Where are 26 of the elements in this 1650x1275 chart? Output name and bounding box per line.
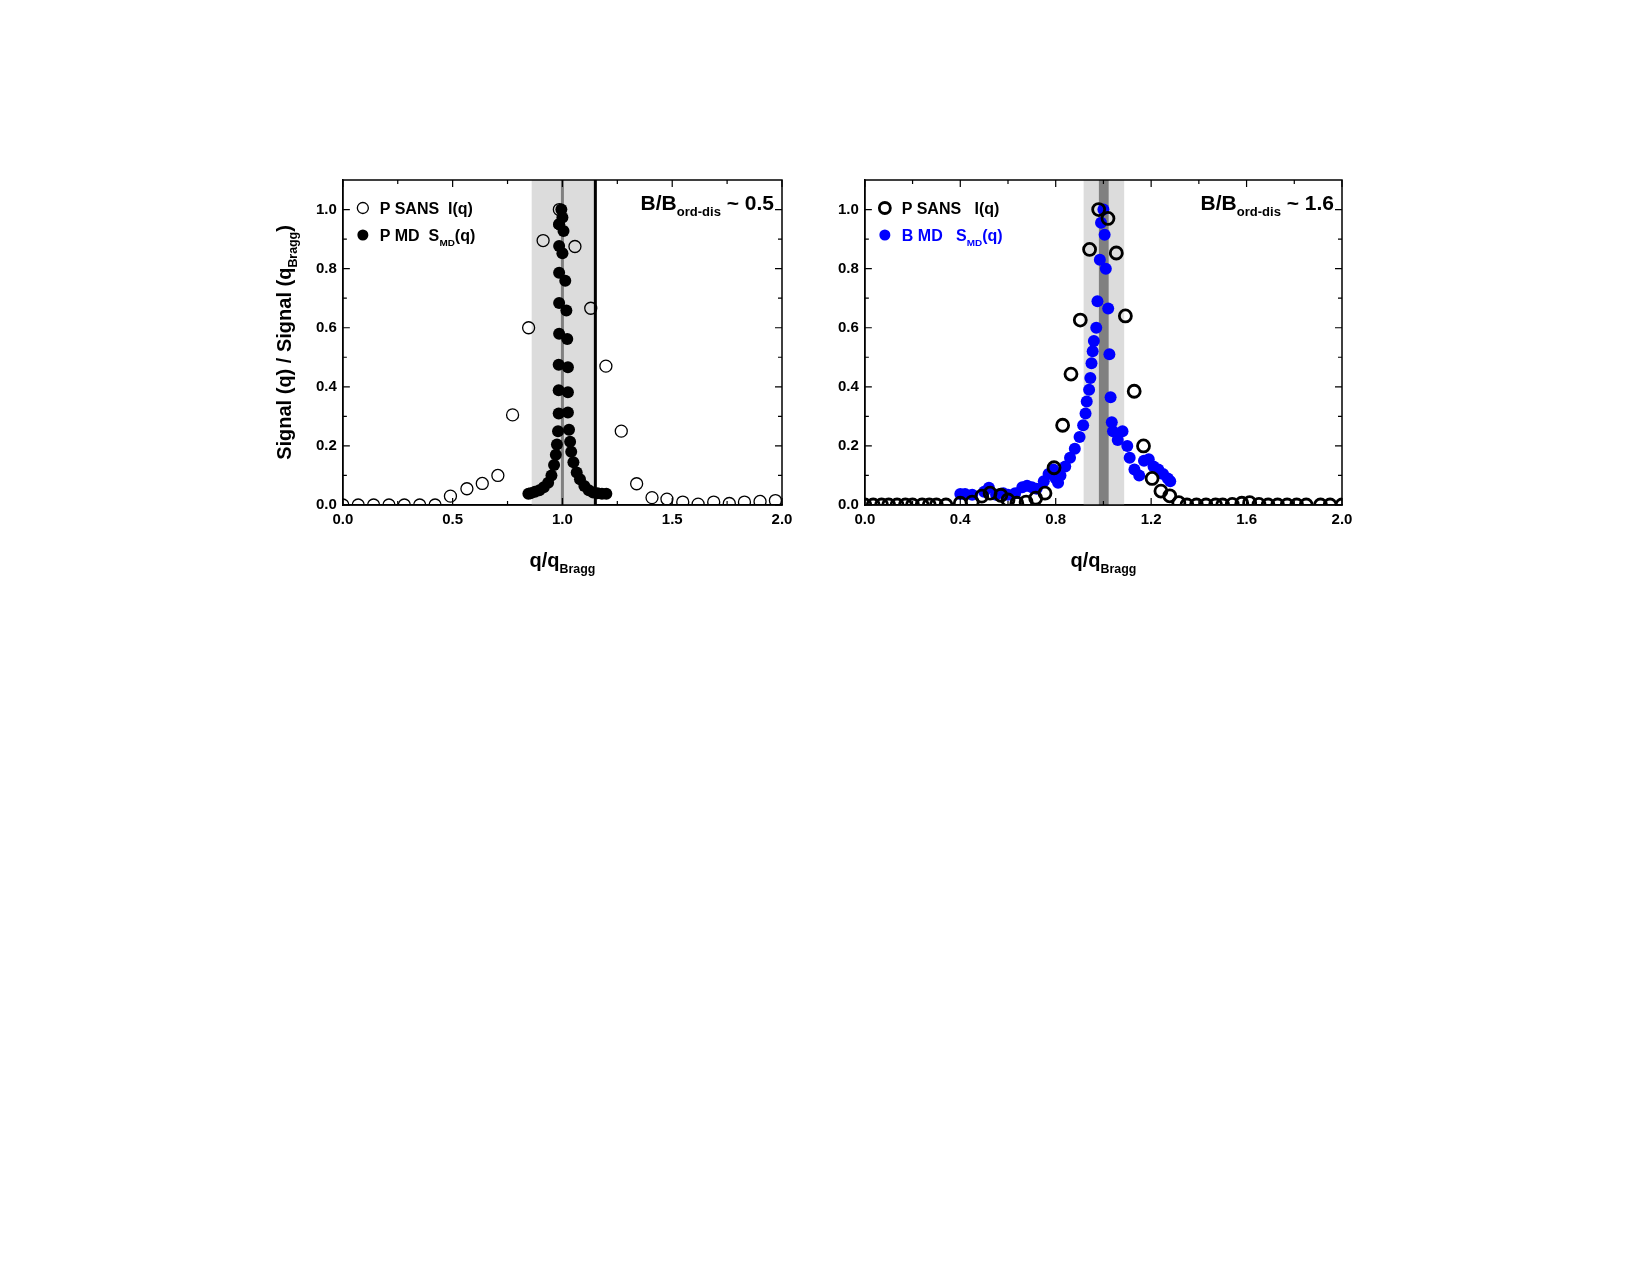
y-tick-label: 0.8 — [315, 258, 337, 276]
y-tick-label: 0.8 — [837, 258, 859, 276]
x-tick-label: 2.0 — [771, 510, 793, 528]
y-tick-label: 0.2 — [837, 436, 859, 454]
x-tick-label: 1.2 — [1140, 510, 1162, 528]
x-tick-label: 0.5 — [442, 510, 464, 528]
x-tick-label: 0.0 — [854, 510, 876, 528]
legend-label: P SANS I(q) — [901, 200, 1000, 217]
y-tick-label: 0.4 — [837, 376, 860, 394]
y-tick-label: 1.0 — [837, 199, 859, 217]
y-tick-label: 0.2 — [315, 436, 337, 454]
x-tick-label: 1.0 — [552, 510, 573, 528]
x-tick-label: 0.8 — [1045, 510, 1067, 528]
legend-label: P SANS I(q) — [379, 200, 473, 217]
y-tick-label: 0.0 — [315, 495, 337, 513]
y-axis-title: Signal (q) / Signal (qBragg) — [272, 225, 300, 460]
x-tick-label: 0.4 — [949, 510, 972, 528]
y-tick-label: 0.0 — [837, 495, 859, 513]
x-tick-label: 1.6 — [1236, 510, 1257, 528]
y-tick-label: 0.6 — [837, 317, 859, 335]
y-tick-label: 1.0 — [315, 199, 337, 217]
y-tick-label: 0.6 — [315, 317, 337, 335]
x-tick-label: 1.5 — [661, 510, 683, 528]
x-tick-label: 2.0 — [1331, 510, 1353, 528]
y-tick-label: 0.4 — [315, 376, 338, 394]
x-tick-label: 0.0 — [332, 510, 354, 528]
